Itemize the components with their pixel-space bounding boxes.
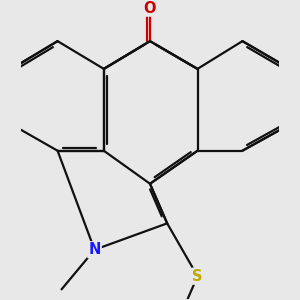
Text: S: S — [192, 269, 203, 284]
Text: N: N — [88, 242, 101, 257]
Text: O: O — [144, 1, 156, 16]
